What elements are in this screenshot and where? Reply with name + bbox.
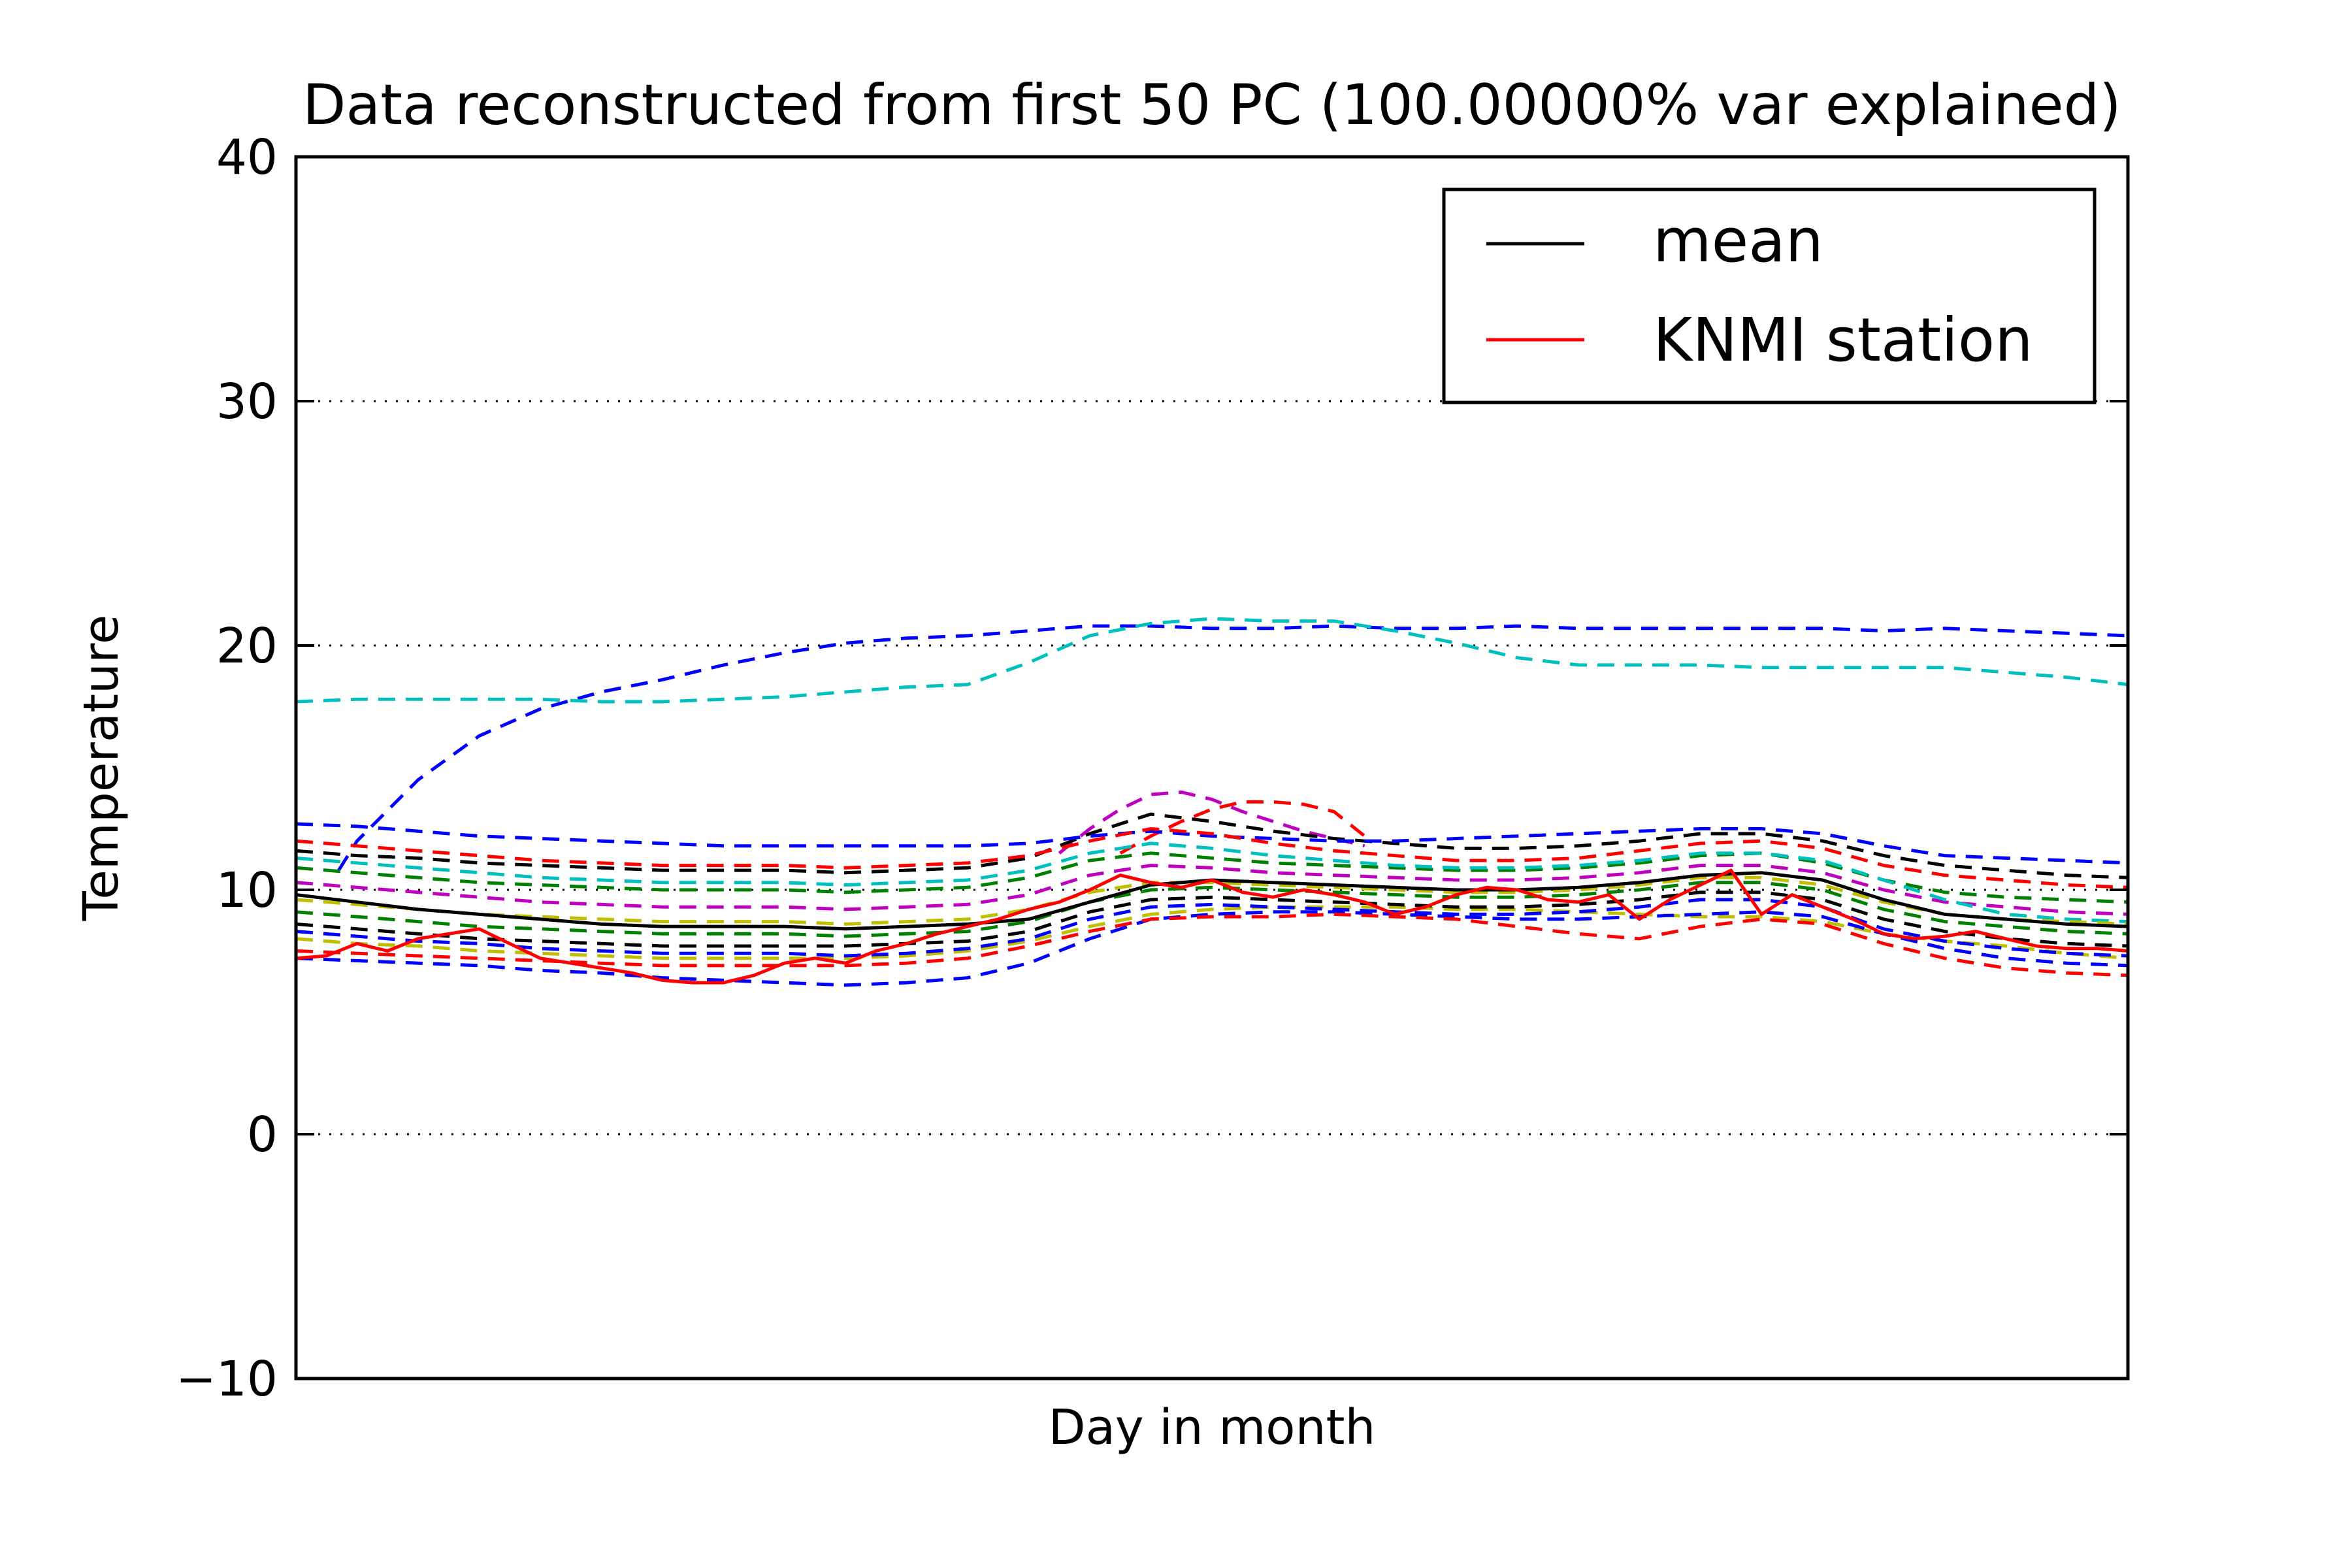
series-line-16 xyxy=(296,890,2128,948)
y-tick-label: −10 xyxy=(176,1351,278,1407)
series-line-15 xyxy=(296,912,2128,977)
series-line-3 xyxy=(296,617,2128,704)
legend-label-knmi-station: KNMI station xyxy=(1653,305,2033,375)
plot-frame xyxy=(294,155,2130,1380)
series-line-9 xyxy=(296,827,2128,889)
legend-label-mean: mean xyxy=(1653,206,1823,276)
series-line-14 xyxy=(296,881,2128,938)
y-tick-label: 0 xyxy=(247,1107,278,1163)
series-line-knmi-station xyxy=(296,868,2128,985)
series-line-7 xyxy=(296,822,2128,865)
legend-box xyxy=(1442,188,2097,404)
chart-title: Data reconstructed from first 50 PC (100… xyxy=(302,73,2121,138)
series-line-8 xyxy=(296,851,2128,904)
series-line-2 xyxy=(337,624,2128,872)
x-axis-label: Day in month xyxy=(1049,1399,1376,1456)
legend: mean KNMI station xyxy=(1442,188,2097,404)
series-line-18 xyxy=(296,898,2128,958)
series-line-13 xyxy=(296,910,2128,987)
y-axis-label: Temperature xyxy=(73,615,129,922)
series-line-17 xyxy=(296,875,2128,926)
series-line-10 xyxy=(296,905,2128,960)
series-line-11 xyxy=(296,864,2128,916)
y-axis: −10 0 10 20 30 40 xyxy=(176,129,2128,1407)
y-tick-label: 20 xyxy=(216,618,278,674)
series-layer xyxy=(296,617,2128,987)
series-line-4 xyxy=(1058,790,1365,855)
series-line-12 xyxy=(296,841,2128,924)
y-tick-label: 10 xyxy=(216,862,278,919)
y-tick-label: 40 xyxy=(216,129,278,186)
series-line-6 xyxy=(296,812,2128,879)
y-tick-label: 30 xyxy=(216,374,278,430)
